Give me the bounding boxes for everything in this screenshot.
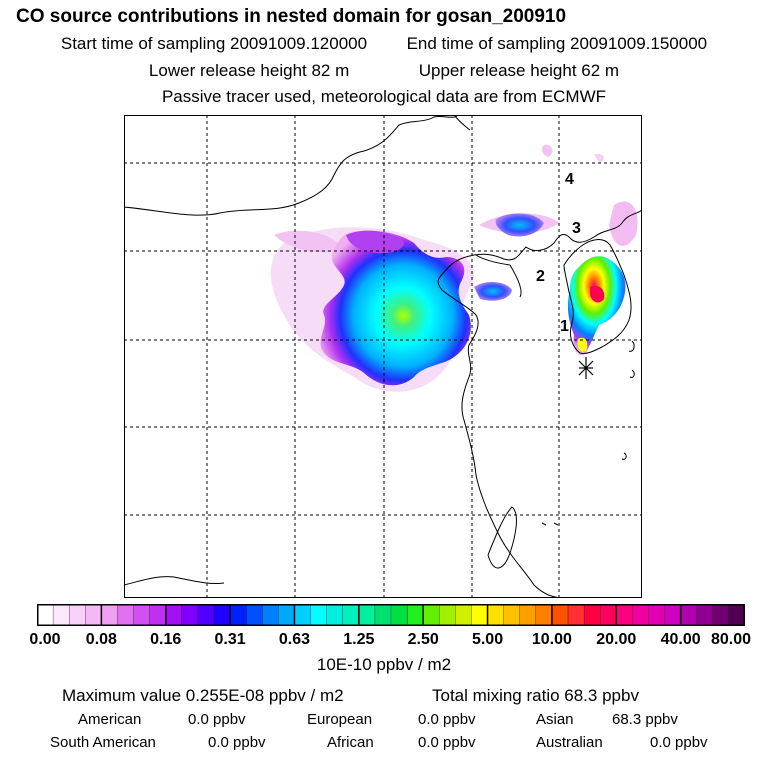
colorbar-tick-label: 80.00 xyxy=(710,631,752,648)
colorbar-cell xyxy=(101,604,118,626)
colorbar-cell xyxy=(583,604,601,626)
colorbar-tick-label: 0.63 xyxy=(278,631,311,648)
total-mixing-text: Total mixing ratio 68.3 ppbv xyxy=(432,686,639,705)
colorbar-cell xyxy=(165,604,183,626)
colorbar-cell xyxy=(294,604,311,626)
colorbar-cell xyxy=(117,604,134,626)
colorbar-cell xyxy=(213,604,231,626)
colorbar-cell xyxy=(471,604,488,626)
sampling-time-line: Start time of sampling 20091009.120000 E… xyxy=(0,34,768,54)
plume-main xyxy=(320,230,471,386)
plume-liaodong xyxy=(495,213,544,237)
colorbar-cell xyxy=(567,604,585,626)
south-american-value: 0.0 ppbv xyxy=(208,734,266,751)
plume-korea xyxy=(567,256,626,356)
colorbar-cell xyxy=(648,604,665,626)
colorbar-tick-label: 2.50 xyxy=(407,631,439,648)
map-frame xyxy=(124,115,642,598)
sector-label-1: 1 xyxy=(560,318,569,335)
plume-peak xyxy=(590,285,605,303)
sector-label-2: 2 xyxy=(536,268,545,285)
colorbar-cell xyxy=(535,604,553,626)
colorbar-units: 10E-10 ppbv / m2 xyxy=(316,655,452,674)
colorbar-cell xyxy=(278,604,295,626)
colorbar-cell xyxy=(149,604,167,626)
african-value: 0.0 ppbv xyxy=(418,734,476,751)
colorbar-cell xyxy=(342,604,360,626)
plume-south-tip xyxy=(577,337,588,352)
colorbar-tick-label: 0.31 xyxy=(214,631,246,648)
colorbar-cell xyxy=(680,604,698,626)
colorbar-cell xyxy=(406,604,424,626)
start-time-text: Start time of sampling 20091009.120000 xyxy=(60,34,368,53)
colorbar-cell xyxy=(197,604,215,626)
colorbar-cell xyxy=(69,604,86,626)
plume-yellow-sea xyxy=(474,281,512,301)
sector-label-3: 3 xyxy=(572,220,581,237)
tracer-note-text: Passive tracer used, meteorological data… xyxy=(161,87,607,106)
end-time-text: End time of sampling 20091009.150000 xyxy=(406,34,708,53)
map-gridlines xyxy=(124,115,642,598)
colorbar-cell xyxy=(439,604,456,626)
lower-release-text: Lower release height 82 m xyxy=(148,61,350,80)
south-american-label: South American xyxy=(50,734,156,751)
concentration-map: 1 2 3 4 xyxy=(124,115,642,598)
colorbar-cell xyxy=(696,604,714,626)
colorbar-cell xyxy=(374,604,392,626)
african-label: African xyxy=(327,734,374,751)
coastlines xyxy=(124,115,642,598)
european-label: European xyxy=(307,711,373,728)
plume-northwest-lobe xyxy=(346,230,404,254)
asian-label: Asian xyxy=(536,711,574,728)
colorbar-tick-label: 0.08 xyxy=(85,631,117,648)
colorbar-cell xyxy=(455,604,472,626)
colorbar-tick-label: 0.16 xyxy=(150,631,182,648)
colorbar-tick-label: 20.00 xyxy=(596,631,637,648)
colorbar xyxy=(37,604,745,626)
colorbar-cell xyxy=(246,604,263,626)
colorbar-cell xyxy=(519,604,537,626)
european-value: 0.0 ppbv xyxy=(418,711,476,728)
colorbar-cell xyxy=(310,604,328,626)
colorbar-cell xyxy=(423,604,440,626)
colorbar-cell xyxy=(632,604,649,626)
colorbar-cell xyxy=(37,604,54,626)
colorbar-cell xyxy=(390,604,408,626)
colorbar-tick-label: 10.00 xyxy=(531,631,572,648)
colorbar-cell xyxy=(487,604,505,626)
colorbar-cell xyxy=(262,604,279,626)
colorbar-cell xyxy=(551,604,569,626)
max-value-text: Maximum value 0.255E-08 ppbv / m2 xyxy=(62,686,344,705)
release-height-line: Lower release height 82 m Upper release … xyxy=(0,61,768,81)
colorbar-tick-label: 1.25 xyxy=(343,631,375,648)
colorbar-cell xyxy=(600,604,617,626)
asian-value: 68.3 ppbv xyxy=(612,711,678,728)
asterisk-icon xyxy=(578,357,594,379)
colorbar-cell xyxy=(616,604,633,626)
colorbar-tick-label: 0.00 xyxy=(29,631,61,648)
plot-title: CO source contributions in nested domain… xyxy=(16,6,567,27)
sector-label-4: 4 xyxy=(565,171,574,188)
colorbar-tick-label: 5.00 xyxy=(471,631,504,648)
australian-value: 0.0 ppbv xyxy=(650,734,708,751)
colorbar-cell xyxy=(358,604,376,626)
colorbar-cell xyxy=(133,604,151,626)
colorbar-cell xyxy=(52,604,70,626)
american-value: 0.0 ppbv xyxy=(188,711,246,728)
colorbar-cell xyxy=(712,604,730,626)
american-label: American xyxy=(78,711,142,728)
colorbar-cell xyxy=(728,604,745,626)
colorbar-cell xyxy=(326,604,344,626)
australian-label: Australian xyxy=(536,734,603,751)
colorbar-cell xyxy=(229,604,247,626)
colorbar-tick-label: 40.00 xyxy=(660,631,701,648)
colorbar-cell xyxy=(85,604,102,626)
colorbar-cell xyxy=(503,604,521,626)
upper-release-text: Upper release height 62 m xyxy=(418,61,620,80)
colorbar-cell xyxy=(181,604,199,626)
colorbar-cell xyxy=(664,604,682,626)
